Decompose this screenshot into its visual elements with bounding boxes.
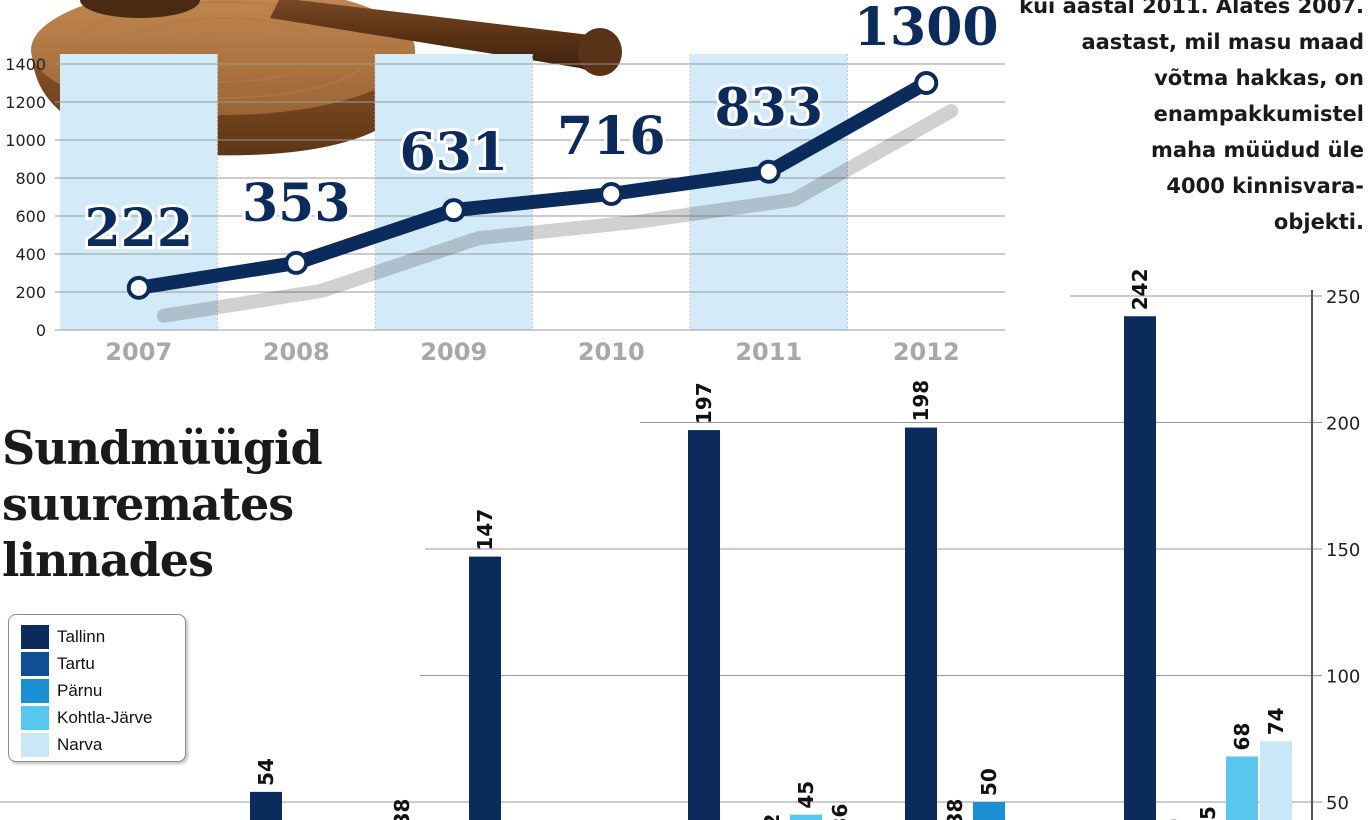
data-label: 222 bbox=[84, 198, 193, 259]
bar-value-label: 36 bbox=[828, 804, 852, 820]
bar-value-label: 32 bbox=[760, 814, 784, 820]
y-tick-label: 1400 bbox=[5, 55, 46, 74]
bar-value-label: 147 bbox=[473, 509, 497, 551]
legend-swatch bbox=[21, 705, 49, 730]
data-point bbox=[126, 275, 151, 300]
y-tick-label: 250 bbox=[1326, 287, 1360, 308]
bar-chart-heading: Sundmüügid suuremates linnades bbox=[2, 420, 323, 588]
x-tick-label: 2012 bbox=[893, 338, 960, 366]
x-tick-label: 2009 bbox=[420, 338, 487, 366]
data-point bbox=[756, 159, 781, 184]
y-tick-label: 100 bbox=[1326, 667, 1360, 688]
data-label: 833 bbox=[714, 78, 823, 139]
y-tick-label: 800 bbox=[15, 169, 46, 188]
bar bbox=[1226, 756, 1258, 820]
y-tick-label: 1200 bbox=[5, 93, 46, 112]
y-tick-label: 600 bbox=[15, 207, 46, 226]
annotation-line: objekti. bbox=[1273, 210, 1364, 234]
annotation-line: 4000 kinnisvara- bbox=[1166, 174, 1364, 198]
legend-label: Pärnu bbox=[57, 680, 103, 700]
heading-line: linnades bbox=[2, 533, 214, 587]
legend-item-parnu: Pärnu bbox=[9, 677, 185, 704]
annotation-line: aastast, mil masu maad bbox=[1081, 30, 1364, 54]
y-tick-label: 400 bbox=[15, 245, 46, 264]
series-line-shadow bbox=[156, 104, 959, 323]
y-tick-label: 1000 bbox=[5, 131, 46, 150]
bar bbox=[250, 791, 282, 820]
bar bbox=[688, 430, 720, 820]
bar-value-label: 242 bbox=[1128, 268, 1152, 310]
data-label: 1300 bbox=[854, 0, 999, 58]
legend-item-tallinn: Tallinn bbox=[9, 623, 185, 650]
legend-swatch bbox=[21, 624, 49, 649]
bar bbox=[905, 427, 937, 820]
data-point bbox=[599, 181, 624, 206]
legend-swatch bbox=[21, 732, 49, 757]
series-line bbox=[131, 76, 934, 295]
bar-value-label: 35 bbox=[1196, 806, 1220, 820]
bar bbox=[973, 802, 1005, 820]
x-tick-label: 2011 bbox=[735, 338, 802, 366]
data-point bbox=[441, 198, 466, 223]
heading-line: suuremates bbox=[2, 477, 294, 531]
legend-label: Narva bbox=[57, 734, 103, 754]
x-tick-label: 2008 bbox=[263, 338, 330, 366]
bar-value-label: 74 bbox=[1264, 707, 1288, 735]
legend-swatch bbox=[21, 651, 49, 676]
bar-value-label: 68 bbox=[1230, 723, 1254, 751]
year-band bbox=[375, 54, 533, 330]
annotation-text: kui aastal 2011. Alates 2007. aastast, m… bbox=[1004, 0, 1364, 240]
year-band bbox=[690, 54, 848, 330]
bar-value-label: 30 bbox=[1162, 819, 1186, 820]
data-point bbox=[284, 250, 309, 275]
x-tick-label: 2010 bbox=[578, 338, 645, 366]
bar bbox=[790, 814, 822, 820]
data-label: 716 bbox=[557, 106, 666, 167]
legend-label: Tartu bbox=[57, 653, 95, 673]
legend-label: Kohtla-Järve bbox=[57, 707, 153, 727]
annotation-line: kui aastal 2011. Alates 2007. bbox=[1019, 0, 1364, 18]
bar-value-label: 45 bbox=[794, 781, 818, 809]
bar bbox=[1124, 316, 1156, 820]
data-point bbox=[914, 71, 939, 95]
legend-swatch bbox=[21, 678, 49, 703]
data-label: 631 bbox=[399, 122, 508, 183]
annotation-line: võtma hakkas, on bbox=[1154, 66, 1364, 90]
bar-value-label: 38 bbox=[943, 799, 967, 820]
legend-item-tartu: Tartu bbox=[9, 650, 185, 677]
bar-value-label: 54 bbox=[254, 758, 278, 786]
annotation-line: maha müüdud üle bbox=[1151, 138, 1364, 162]
annotation-line: enampakkumistel bbox=[1153, 102, 1364, 126]
data-label: 353 bbox=[242, 173, 351, 234]
bar-value-label: 38 bbox=[390, 799, 414, 820]
bar-value-label: 198 bbox=[909, 380, 933, 422]
x-tick-label: 2007 bbox=[105, 338, 172, 366]
legend-item-kohtla-jarve: Kohtla-Järve bbox=[9, 704, 185, 731]
y-tick-label: 200 bbox=[1326, 414, 1360, 435]
bar-value-label: 197 bbox=[692, 382, 716, 424]
y-tick-label: 0 bbox=[36, 321, 46, 340]
bar-value-label: 50 bbox=[977, 768, 1001, 796]
y-tick-label: 150 bbox=[1326, 540, 1360, 561]
legend: Tallinn Tartu Pärnu Kohtla-Järve Narva bbox=[8, 614, 186, 762]
legend-label: Tallinn bbox=[57, 626, 106, 646]
bar bbox=[1260, 741, 1292, 820]
y-tick-label: 200 bbox=[15, 283, 46, 302]
y-tick-label: 50 bbox=[1326, 793, 1349, 814]
bar bbox=[469, 556, 501, 820]
heading-line: Sundmüügid bbox=[2, 421, 323, 475]
legend-item-narva: Narva bbox=[9, 731, 185, 758]
